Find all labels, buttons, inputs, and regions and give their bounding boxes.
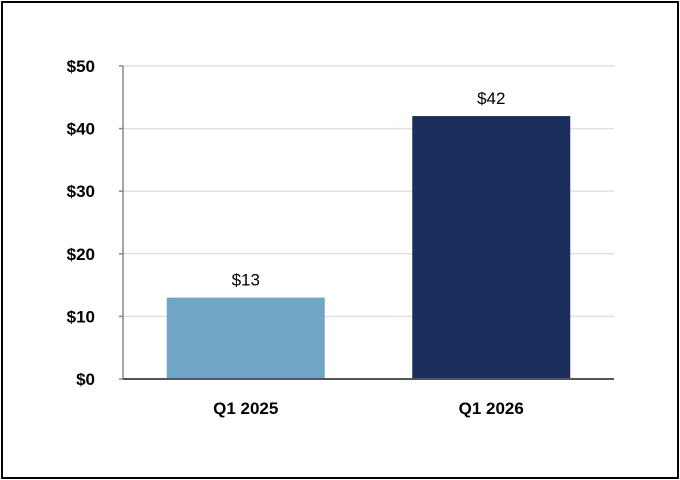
y-tick-label: $50: [67, 57, 95, 76]
x-tick-label: Q1 2025: [213, 399, 278, 418]
y-tick-label: $20: [67, 245, 95, 264]
y-tick-label: $10: [67, 307, 95, 326]
data-label: $13: [232, 271, 260, 290]
labels: $0 $10 $20 $30 $40 $50 $13 Q1 2025 $42 Q1 2026: [67, 57, 524, 418]
y-tick-label: $30: [67, 182, 95, 201]
x-tick-label: Q1 2026: [459, 399, 524, 418]
y-tick-label: $0: [76, 370, 95, 389]
y-tick-label: $40: [67, 120, 95, 139]
bars: [166, 116, 571, 379]
data-label: $42: [477, 89, 505, 108]
bar-q1-2026: [412, 116, 571, 379]
bar-q1-2025: [166, 297, 325, 379]
axes: [119, 65, 614, 380]
